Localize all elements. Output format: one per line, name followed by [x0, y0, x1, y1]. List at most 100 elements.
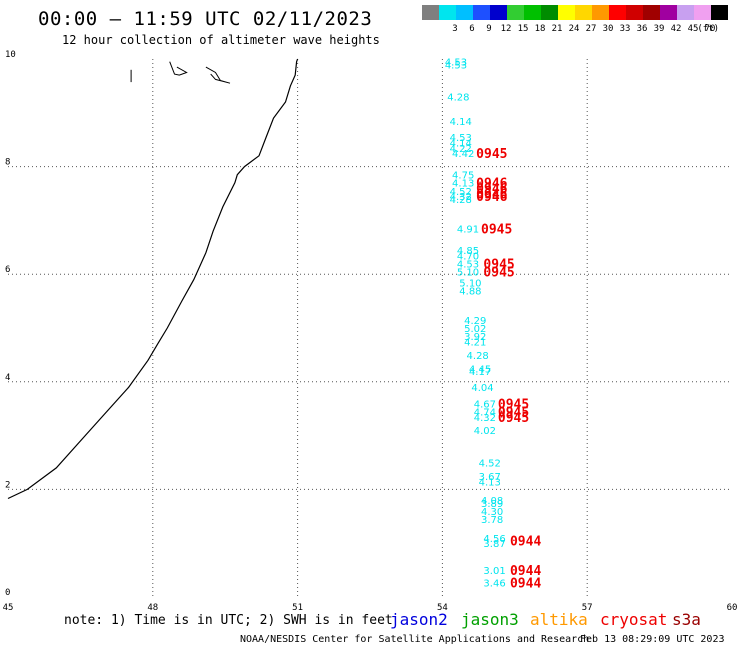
latitude-tick-label: 2	[5, 480, 10, 490]
colorbar-swatch	[677, 5, 694, 20]
wave-height-label: 3.01	[483, 566, 505, 577]
legend-altika: altika	[530, 610, 588, 629]
colorbar-swatch	[711, 5, 728, 20]
colorbar-tick-label: 33	[620, 24, 631, 34]
wave-height-label: 4.28	[447, 93, 469, 104]
pass-time-label: 0945	[498, 405, 529, 420]
wave-height-label: 5.10	[457, 268, 479, 279]
pass-time-label: 0945	[498, 411, 529, 426]
wave-height-label: 4.52	[450, 187, 472, 198]
wave-height-label: 4.53	[445, 60, 467, 71]
colorbar-tick-label: 45	[688, 24, 699, 34]
wave-height-label: 4.17	[469, 367, 491, 378]
longitude-tick-label: 54	[437, 603, 448, 610]
island-outline	[169, 61, 188, 76]
wave-height-label: 4.29	[464, 316, 486, 327]
colorbar-tick-label: 36	[637, 24, 648, 34]
wave-height-label: 4.67	[474, 399, 496, 410]
wave-height-label: 4.91	[457, 224, 479, 235]
wave-height-label: 4.14	[450, 117, 472, 128]
colorbar-swatch	[660, 5, 677, 20]
pass-time-label: 0946	[476, 177, 507, 192]
colorbar-swatch	[439, 5, 456, 20]
page-title: 00:00 – 11:59 UTC 02/11/2023	[38, 8, 373, 30]
wave-height-label: 3.92	[464, 332, 486, 343]
longitude-tick-label: 48	[147, 603, 158, 610]
page-subtitle: 12 hour collection of altimeter wave hei…	[62, 33, 380, 47]
latitude-tick-label: 4	[5, 373, 10, 383]
wave-height-label: 4.30	[481, 507, 503, 518]
wave-height-label: 5.10	[459, 278, 481, 289]
pass-time-label: 0945	[483, 257, 514, 272]
colorbar-tick-label: 42	[671, 24, 682, 34]
wave-height-label: 3.87	[483, 539, 505, 550]
island-outline	[205, 66, 231, 84]
wave-height-label: 4.04	[471, 383, 493, 394]
wave-height-label: 4.13	[479, 477, 501, 488]
wave-height-label: 4.85	[457, 246, 479, 257]
wave-height-label: 4.56	[483, 534, 505, 545]
pass-time-label: 0946	[476, 190, 507, 205]
footer-note: note: 1) Time is in UTC; 2) SWH is in fe…	[64, 613, 393, 628]
pass-time-label: 0945	[476, 147, 507, 162]
colorbar-swatch	[694, 5, 711, 20]
colorbar-unit: (ft)	[697, 24, 719, 34]
wave-height-label: 4.28	[450, 195, 472, 206]
longitude-tick-label: 57	[582, 603, 593, 610]
legend-jason3: jason3	[461, 610, 519, 629]
colorbar-swatch	[609, 5, 626, 20]
colorbar-swatch	[558, 5, 575, 20]
wave-height-label: 4.70	[457, 251, 479, 262]
wave-height-label: 4.75	[452, 171, 474, 182]
colorbar-tick-label: 30	[603, 24, 614, 34]
colorbar-swatch	[575, 5, 592, 20]
pass-time-label: 0944	[510, 535, 541, 550]
colorbar-swatch	[524, 5, 541, 20]
wave-height-label: 4.28	[467, 351, 489, 362]
pass-time-label: 0945	[498, 397, 529, 412]
wave-height-label: 4.45	[469, 364, 491, 375]
pass-time-label: 0944	[510, 564, 541, 579]
legend-s3a: s3a	[672, 610, 701, 629]
colorbar-swatch	[626, 5, 643, 20]
colorbar-swatch	[643, 5, 660, 20]
colorbar-swatch	[592, 5, 609, 20]
wave-height-label: 4.52	[479, 459, 501, 470]
colorbar-tick-label: 3	[452, 24, 457, 34]
latitude-tick-label: 8	[5, 158, 10, 168]
coastline	[7, 58, 299, 500]
wave-height-label: 3.67	[479, 472, 501, 483]
colorbar-tick-label: 24	[569, 24, 580, 34]
latitude-tick-label: 10	[5, 50, 16, 60]
longitude-tick-label: 60	[727, 603, 738, 610]
wave-height-label: 4.42	[452, 149, 474, 160]
colorbar-tick-label: 18	[535, 24, 546, 34]
wave-height-label: 5.02	[464, 324, 486, 335]
longitude-tick-label: 51	[292, 603, 303, 610]
pass-time-label: 0945	[483, 266, 514, 281]
wave-height-label: 4.02	[474, 426, 496, 437]
colorbar-swatch	[456, 5, 473, 20]
wave-height-label: 4.22	[450, 144, 472, 155]
wave-height-label: 3.89	[481, 499, 503, 510]
credit-text: NOAA/NESDIS Center for Satellite Applica…	[240, 634, 590, 645]
wave-height-label: 3.46	[483, 578, 505, 589]
colorbar-swatch	[422, 5, 439, 20]
wave-height-label: 4.74	[474, 407, 496, 418]
legend-cryosat: cryosat	[600, 610, 668, 629]
pass-time-label: 0946	[476, 182, 507, 197]
wave-height-label: 4.53	[445, 58, 467, 69]
colorbar-tick-label: 21	[552, 24, 563, 34]
generated-timestamp: Feb 13 08:29:09 UTC 2023	[580, 634, 725, 645]
wave-height-label: 3.78	[481, 515, 503, 526]
wave-height-label: 4.53	[457, 259, 479, 270]
colorbar-tick-label: 39	[654, 24, 665, 34]
colorbar-swatch	[473, 5, 490, 20]
colorbar-swatch	[541, 5, 558, 20]
pass-time-label: 0945	[481, 222, 512, 237]
wave-height-label: 4.32	[450, 192, 472, 203]
colorbar-tick-label: 12	[501, 24, 512, 34]
wave-height-label: 4.88	[459, 286, 481, 297]
colorbar-tick-label: 70	[705, 24, 716, 34]
